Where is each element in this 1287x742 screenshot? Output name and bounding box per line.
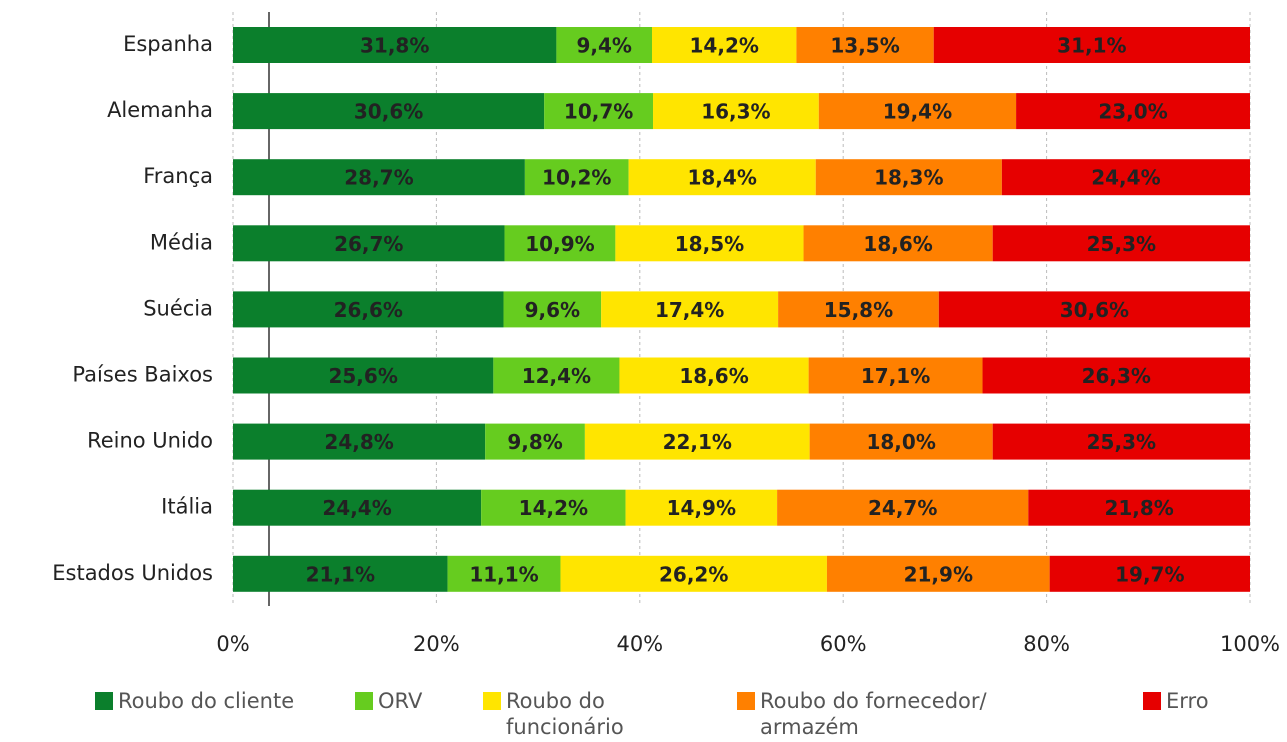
legend-item: Roubo do fornecedor/ armazém	[737, 688, 1057, 740]
legend-swatch	[95, 692, 113, 710]
data-label: 25,6%	[328, 364, 397, 388]
legend-item: ORV	[355, 688, 465, 714]
data-label: 24,4%	[322, 496, 391, 520]
page: 0% 20% 40% 60% 80% 100% Espanha 31,8% 9,4% 14,2% 1…	[0, 0, 1287, 742]
category-label: Itália	[161, 495, 213, 519]
x-tick-label: 20%	[413, 632, 460, 656]
x-tick-label: 60%	[820, 632, 867, 656]
data-label: 24,4%	[1091, 166, 1160, 190]
data-label: 14,2%	[519, 496, 588, 520]
data-label: 18,0%	[866, 430, 935, 454]
data-label: 26,2%	[659, 562, 728, 586]
legend-item: Erro	[1143, 688, 1263, 714]
data-label: 26,7%	[334, 232, 403, 256]
legend-item: Roubo do funcionário	[483, 688, 683, 740]
data-label: 9,6%	[525, 298, 580, 322]
data-label: 31,1%	[1057, 34, 1126, 58]
category-label: França	[143, 164, 213, 188]
category-label: Reino Unido	[87, 429, 213, 453]
data-label: 31,8%	[360, 34, 429, 58]
legend-label: ORV	[378, 688, 422, 714]
data-label: 15,8%	[824, 298, 893, 322]
legend-label: Roubo do fornecedor/ armazém	[760, 688, 1057, 740]
category-label: Países Baixos	[72, 363, 213, 387]
data-label: 25,3%	[1087, 430, 1156, 454]
x-tick-label: 40%	[616, 632, 663, 656]
data-label: 24,7%	[868, 496, 937, 520]
data-label: 18,4%	[687, 166, 756, 190]
x-tick-label: 100%	[1220, 632, 1280, 656]
x-tick-label: 80%	[1023, 632, 1070, 656]
chart: 0% 20% 40% 60% 80% 100% Espanha 31,8% 9,4% 14,2% 1…	[0, 0, 1287, 680]
data-label: 21,1%	[306, 562, 375, 586]
data-label: 24,8%	[324, 430, 393, 454]
category-label: Estados Unidos	[52, 561, 213, 585]
data-label: 21,9%	[904, 562, 973, 586]
data-label: 26,6%	[334, 298, 403, 322]
data-label: 9,8%	[507, 430, 562, 454]
category-label: Espanha	[123, 32, 213, 56]
data-label: 18,3%	[874, 166, 943, 190]
legend-swatch	[483, 692, 501, 710]
data-label: 17,4%	[655, 298, 724, 322]
legend-swatch	[1143, 692, 1161, 710]
data-label: 10,2%	[542, 166, 611, 190]
data-label: 11,1%	[469, 562, 538, 586]
data-label: 18,6%	[679, 364, 748, 388]
data-label: 18,5%	[675, 232, 744, 256]
x-tick-label: 0%	[216, 632, 249, 656]
category-label: Média	[150, 230, 213, 254]
data-label: 18,6%	[863, 232, 932, 256]
data-label: 10,7%	[564, 100, 633, 124]
data-label: 19,7%	[1115, 562, 1184, 586]
data-label: 25,3%	[1087, 232, 1156, 256]
data-label: 30,6%	[354, 100, 423, 124]
category-label: Suécia	[143, 296, 213, 320]
data-label: 14,9%	[667, 496, 736, 520]
data-label: 10,9%	[525, 232, 594, 256]
category-label: Alemanha	[107, 98, 213, 122]
data-label: 12,4%	[522, 364, 591, 388]
legend-label: Roubo do cliente	[118, 688, 294, 714]
data-label: 14,2%	[690, 34, 759, 58]
legend-label: Erro	[1166, 688, 1209, 714]
data-label: 30,6%	[1060, 298, 1129, 322]
legend-swatch	[737, 692, 755, 710]
data-label: 16,3%	[701, 100, 770, 124]
data-label: 21,8%	[1104, 496, 1173, 520]
data-label: 28,7%	[344, 166, 413, 190]
data-label: 22,1%	[663, 430, 732, 454]
data-label: 23,0%	[1098, 100, 1167, 124]
data-label: 19,4%	[883, 100, 952, 124]
data-label: 17,1%	[861, 364, 930, 388]
data-label: 9,4%	[576, 34, 631, 58]
data-label: 26,3%	[1082, 364, 1151, 388]
data-label: 13,5%	[830, 34, 899, 58]
legend-label: Roubo do funcionário	[506, 688, 683, 740]
legend-item: Roubo do cliente	[95, 688, 345, 714]
legend-swatch	[355, 692, 373, 710]
